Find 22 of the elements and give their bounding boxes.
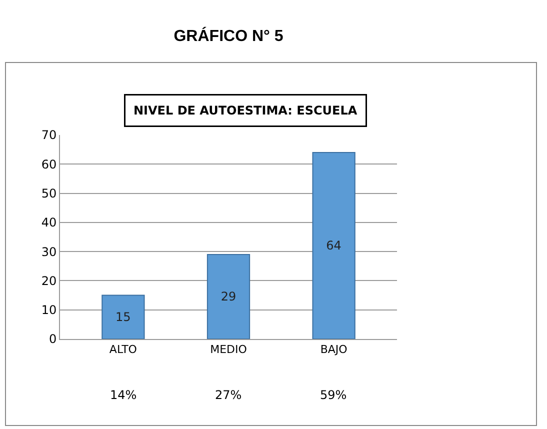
y-tick-label: 10 xyxy=(41,303,57,318)
y-tick-label: 20 xyxy=(41,274,57,288)
text: 27% xyxy=(215,388,242,402)
x-tick-label: MEDIO xyxy=(210,343,248,356)
x-tick-label: BAJO xyxy=(320,343,348,356)
chart-subtitle: NIVEL DE AUTOESTIMA: ESCUELA xyxy=(134,104,358,118)
text: 14% xyxy=(110,388,137,402)
data-label: 15 xyxy=(116,310,131,324)
data-label: 64 xyxy=(326,238,342,253)
y-tick-label: 30 xyxy=(41,244,57,259)
bar xyxy=(312,152,356,339)
y-tick-label: 50 xyxy=(41,186,57,200)
data-label: 29 xyxy=(220,290,236,304)
y-tick-label: 70 xyxy=(41,128,57,142)
bar xyxy=(206,254,250,339)
y-tick-label: 0 xyxy=(48,332,57,346)
x-tick-label: ALTO xyxy=(109,343,138,356)
bar xyxy=(102,294,145,339)
y-tick-label: 60 xyxy=(41,157,57,172)
text: 59% xyxy=(320,388,347,402)
chart-title: GRÁFICO N° 5 xyxy=(174,26,284,46)
y-tick-label: 40 xyxy=(41,216,57,230)
